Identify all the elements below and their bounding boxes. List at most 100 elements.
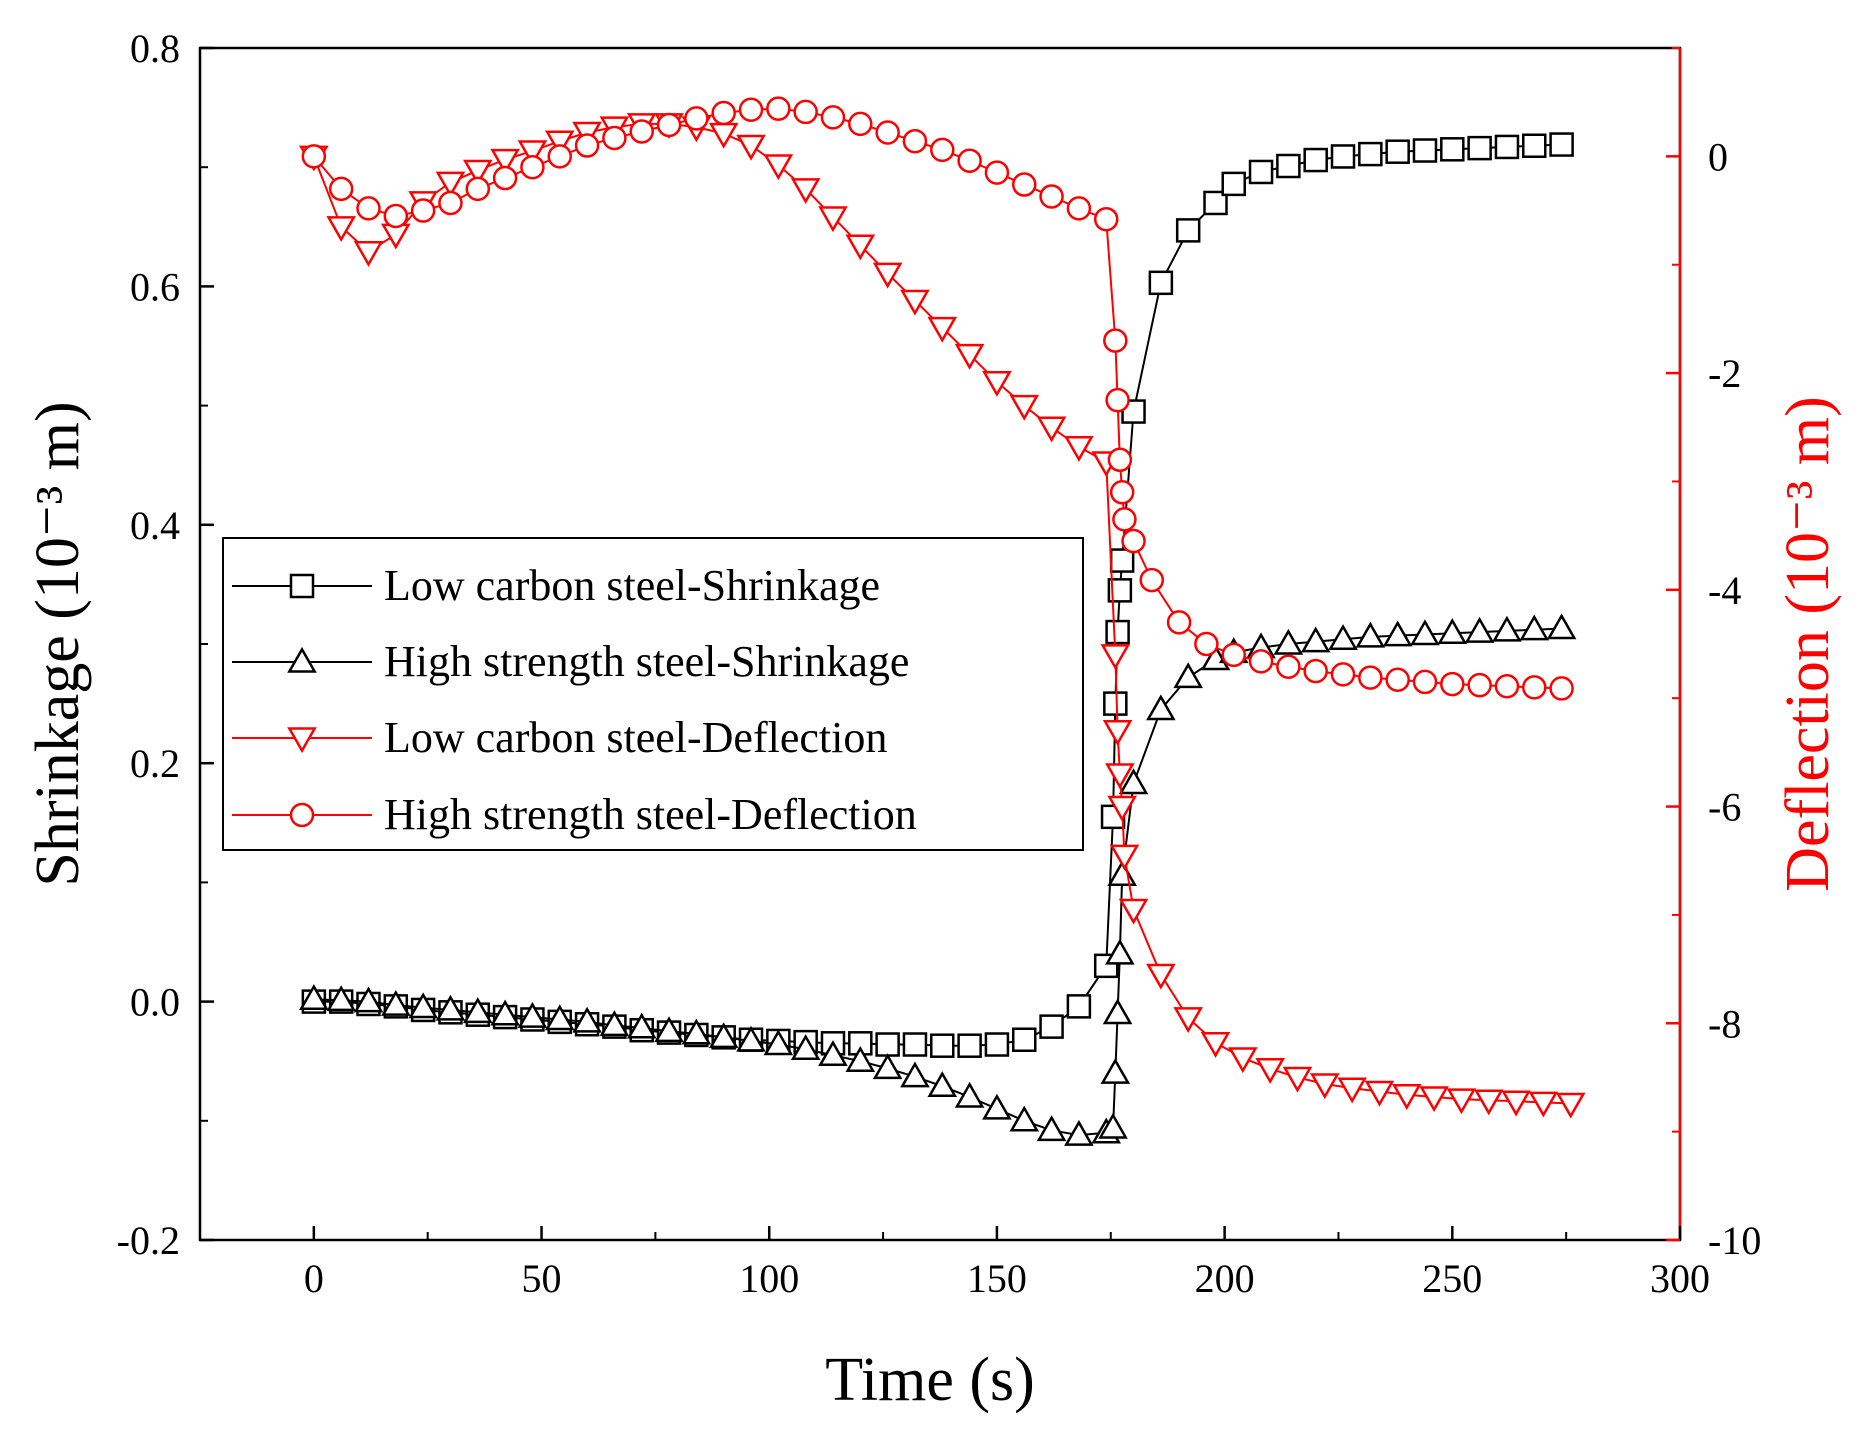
data-point: [326, 216, 356, 242]
data-point: [1528, 1091, 1559, 1118]
x-tick-label: 250: [1422, 1256, 1482, 1301]
data-point: [408, 992, 438, 1019]
y-left-tick-label: 0.2: [130, 741, 180, 786]
data-point: [845, 234, 876, 261]
data-point: [1009, 394, 1040, 421]
data-point: [462, 159, 493, 186]
data-point: [1109, 480, 1135, 505]
y-right-tick-label: -4: [1708, 568, 1741, 613]
data-point: [574, 133, 600, 158]
data-point: [766, 96, 791, 121]
data-point: [572, 1006, 602, 1033]
data-point: [1107, 795, 1137, 822]
data-point: [353, 240, 384, 267]
series-triangle-down: [299, 113, 1586, 1119]
data-point: [1522, 675, 1547, 700]
data-point: [1549, 132, 1574, 157]
legend-marker-shape: [287, 727, 317, 754]
data-point: [763, 1029, 794, 1056]
data-point: [544, 1004, 575, 1031]
data-point: [1467, 672, 1492, 698]
data-point: [708, 122, 739, 149]
data-point: [1519, 614, 1550, 641]
data-point: [1102, 719, 1133, 746]
legend-entry: Low carbon steel-Deflection: [232, 713, 887, 762]
data-point: [547, 144, 573, 169]
legend-label: Low carbon steel-Shrinkage: [384, 561, 880, 610]
data-point: [900, 1061, 930, 1088]
data-point: [872, 262, 903, 289]
data-point: [1146, 963, 1176, 990]
legend-triangle-up-marker-icon: [287, 646, 317, 673]
x-tick-label: 300: [1650, 1256, 1710, 1301]
data-point: [326, 985, 356, 1012]
data-point: [1555, 1092, 1586, 1119]
data-point: [875, 120, 900, 145]
data-point: [708, 1022, 739, 1049]
data-point: [982, 371, 1012, 397]
data-point: [1273, 628, 1304, 655]
data-point: [1303, 147, 1328, 173]
data-point: [299, 984, 329, 1010]
data-point: [1100, 1057, 1131, 1084]
y-right-tick-label: -8: [1708, 1001, 1741, 1046]
data-point: [1300, 626, 1331, 653]
data-point: [1175, 218, 1201, 243]
data-point: [1473, 1089, 1504, 1116]
data-point: [1248, 159, 1274, 185]
data-point: [1221, 642, 1246, 668]
data-point: [1200, 1032, 1231, 1058]
data-point: [629, 119, 654, 144]
series-line: [313, 627, 1562, 1137]
y-right-tick-label: -2: [1708, 351, 1741, 396]
data-point: [984, 1032, 1010, 1057]
data-point: [1248, 649, 1274, 674]
data-point: [1330, 662, 1356, 687]
x-tick-label: 200: [1195, 1256, 1255, 1301]
data-point: [790, 1034, 821, 1061]
data-point: [465, 176, 491, 202]
data-point: [1330, 144, 1356, 169]
data-point: [1105, 619, 1130, 645]
data-point: [927, 1071, 958, 1097]
data-point: [711, 100, 736, 126]
data-point: [1276, 654, 1301, 680]
data-point: [1382, 620, 1413, 647]
data-point: [1440, 137, 1465, 162]
data-point: [381, 990, 411, 1016]
data-point: [654, 1016, 684, 1043]
data-point: [1121, 528, 1146, 554]
data-point: [410, 198, 436, 223]
data-point: [356, 196, 381, 221]
data-point: [1410, 619, 1440, 646]
legend-entry: High strength steel-Deflection: [232, 790, 917, 839]
data-point: [1364, 1080, 1395, 1107]
data-point: [1036, 1115, 1067, 1142]
y-left-tick-label: 0.4: [130, 503, 180, 548]
data-point: [1276, 153, 1301, 179]
data-point: [738, 97, 764, 123]
data-point: [681, 1018, 712, 1045]
data-point: [435, 171, 466, 198]
legend-box: [222, 537, 1084, 851]
legend-label: Low carbon steel-Deflection: [384, 713, 887, 762]
data-point: [492, 165, 518, 191]
data-point: [1102, 998, 1133, 1025]
data-point: [383, 203, 409, 229]
data-point: [490, 999, 520, 1026]
data-point: [954, 343, 985, 370]
data-point: [957, 148, 982, 173]
data-point: [1549, 676, 1574, 701]
data-point: [301, 144, 327, 169]
data-point: [1109, 548, 1135, 573]
data-point: [1309, 1073, 1340, 1100]
data-point: [1303, 658, 1328, 684]
legend-label: High strength steel-Deflection: [384, 790, 917, 839]
data-point: [1039, 1014, 1064, 1039]
data-point: [602, 125, 627, 151]
legend-marker-shape: [289, 573, 315, 599]
data-point: [656, 112, 682, 138]
data-point: [1522, 133, 1547, 158]
data-point: [1228, 1047, 1258, 1074]
